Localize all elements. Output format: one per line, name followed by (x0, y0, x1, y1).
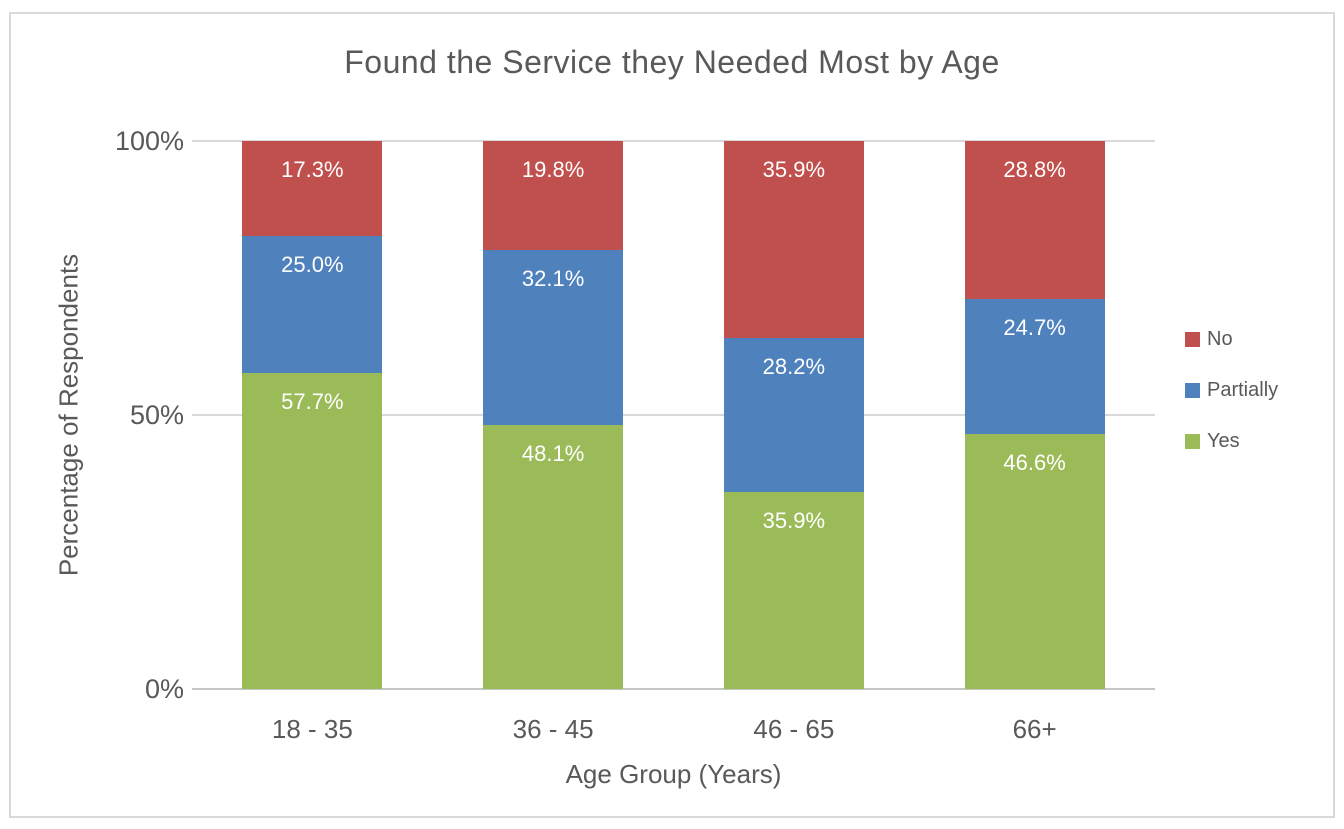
data-label: 48.1% (521, 441, 585, 467)
data-label: 28.8% (1003, 156, 1066, 182)
data-label: 35.9% (762, 157, 826, 183)
x-axis: 18 - 35 36 - 45 46 - 65 66+ (192, 714, 1155, 745)
data-label: 57.7% (281, 388, 344, 414)
legend-swatch-icon (1185, 433, 1200, 449)
data-label: 25.0% (281, 251, 344, 277)
y-tick-label: 50% (129, 400, 184, 430)
bar-segment-yes[interactable]: 46.6% (964, 433, 1105, 689)
legend-item-yes[interactable]: Yes (1185, 429, 1278, 453)
plot-area: 57.7% 25.0% 17.3% 48.1% 32.1% 19.8% 35.9% 28.2%… (192, 140, 1155, 690)
y-tick-label: 0% (144, 674, 184, 704)
x-tick-label: 66+ (1012, 714, 1057, 744)
gridline (192, 140, 1155, 142)
stacked-bar-46-65: 35.9% 28.2% 35.9% (723, 141, 864, 689)
stacked-bar-18-35: 57.7% 25.0% 17.3% (242, 141, 383, 689)
data-label: 17.3% (281, 157, 344, 183)
bar-segment-partially[interactable]: 25.0% (242, 235, 383, 373)
bar-segment-partially[interactable]: 28.2% (723, 337, 864, 493)
legend: No Partially Yes (1185, 327, 1278, 480)
data-label: 19.8% (521, 157, 585, 183)
bar-segment-yes[interactable]: 35.9% (723, 492, 864, 689)
data-label: 46.6% (1003, 449, 1066, 475)
bar-segment-no[interactable]: 19.8% (483, 141, 624, 250)
stacked-bar-66+: 46.6% 24.7% 28.8% (964, 141, 1105, 689)
bar-segment-no[interactable]: 28.8% (964, 141, 1105, 299)
bar-segment-no[interactable]: 35.9% (723, 141, 864, 338)
data-label: 35.9% (762, 508, 826, 534)
bar-segment-no[interactable]: 17.3% (242, 141, 383, 236)
legend-label: No (1207, 327, 1233, 350)
x-axis-line (192, 688, 1155, 690)
category-column: 48.1% 32.1% 19.8% (433, 141, 674, 689)
x-tick-label: 36 - 45 (512, 714, 594, 744)
category-column: 46.6% 24.7% 28.8% (914, 141, 1155, 689)
bars-container: 57.7% 25.0% 17.3% 48.1% 32.1% 19.8% 35.9% 28.2%… (192, 141, 1155, 689)
x-axis-title: Age Group (Years) (565, 759, 782, 789)
category-column: 57.7% 25.0% 17.3% (192, 141, 433, 689)
bar-segment-yes[interactable]: 48.1% (483, 425, 624, 689)
data-label: 24.7% (1003, 314, 1066, 340)
legend-swatch-icon (1185, 382, 1200, 398)
bar-segment-yes[interactable]: 57.7% (242, 372, 383, 689)
legend-item-no[interactable]: No (1185, 327, 1278, 351)
chart-frame: Found the Service they Needed Most by Ag… (9, 12, 1335, 818)
legend-item-partially[interactable]: Partially (1185, 378, 1278, 402)
stacked-bar-36-45: 48.1% 32.1% 19.8% (483, 141, 624, 689)
y-tick-label: 100% (114, 126, 184, 156)
legend-swatch-icon (1185, 331, 1200, 347)
x-tick-label: 46 - 65 (753, 714, 835, 744)
bar-segment-partially[interactable]: 32.1% (483, 249, 624, 426)
category-column: 35.9% 28.2% 35.9% (674, 141, 915, 689)
y-axis: 0% 50% 100% (59, 126, 184, 704)
x-tick-label: 18 - 35 (271, 714, 353, 744)
legend-label: Yes (1207, 429, 1240, 452)
data-label: 28.2% (762, 353, 826, 379)
gridline (192, 414, 1155, 416)
legend-label: Partially (1207, 378, 1279, 401)
data-label: 32.1% (521, 265, 585, 291)
bar-segment-partially[interactable]: 24.7% (964, 298, 1105, 434)
chart-title: Found the Service they Needed Most by Ag… (344, 44, 1000, 80)
